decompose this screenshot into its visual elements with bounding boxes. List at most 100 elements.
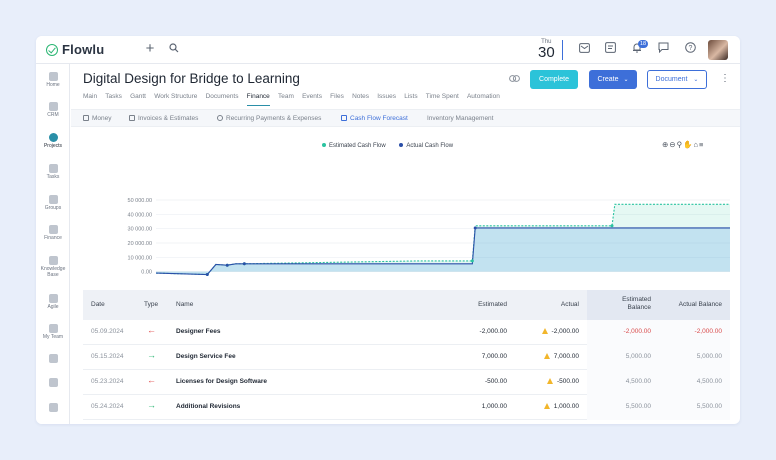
sidebar-item-agile[interactable]: Agile <box>36 294 70 310</box>
tab-team[interactable]: Team <box>277 93 294 100</box>
row-actual-value: 7,000.00 <box>553 353 579 360</box>
sidebar-item-tasks[interactable]: Tasks <box>36 164 70 180</box>
column-estimated-balance-line1: Estimated <box>622 296 651 303</box>
calendar-date[interactable]: Thu 30 <box>538 39 555 60</box>
row-date: 05.23.2024 <box>91 378 124 385</box>
date-day: 30 <box>538 44 555 61</box>
column-date[interactable]: Date <box>91 301 105 308</box>
sidebar-item-groups[interactable]: Groups <box>36 195 70 211</box>
help-icon[interactable]: ? <box>683 42 697 56</box>
notes-icon[interactable] <box>603 42 617 56</box>
column-type[interactable]: Type <box>144 301 159 308</box>
complete-button[interactable]: Complete <box>530 70 578 89</box>
actual-point <box>225 263 229 267</box>
sidebar-item-knowledge-base[interactable]: Knowledge Base <box>36 256 70 278</box>
table-row[interactable]: 05.24.2024 → Additional Revisions 1,000.… <box>83 395 730 420</box>
zoom-in-icon[interactable]: ⊕ <box>662 140 670 149</box>
sidebar-item-crm[interactable]: CRM <box>36 102 70 118</box>
chat-icon[interactable] <box>656 42 670 56</box>
groups-icon <box>48 195 58 204</box>
projects-icon <box>48 133 58 142</box>
svg-text:?: ? <box>688 45 692 52</box>
balance-columns-highlight <box>587 290 730 320</box>
table-row[interactable]: 05.15.2024 → Design Service Fee 7,000.00… <box>83 345 730 370</box>
table-row[interactable]: 05.23.2024 ← Licenses for Design Softwar… <box>83 370 730 395</box>
row-actual-balance: 5,500.00 <box>696 403 722 410</box>
tab-tasks[interactable]: Tasks <box>105 93 122 100</box>
search-icon[interactable] <box>167 42 181 56</box>
subtab-inventory[interactable]: Inventory Management <box>427 115 494 122</box>
crm-icon <box>48 102 58 111</box>
inbox-icon[interactable] <box>577 42 591 56</box>
link-icon[interactable] <box>509 74 520 84</box>
actual-point <box>242 262 246 266</box>
row-balance-highlight <box>587 345 730 370</box>
tab-work-structure[interactable]: Work Structure <box>154 93 198 100</box>
row-actual-value: 1,000.00 <box>553 403 579 410</box>
team-icon <box>48 324 58 333</box>
archive-icon <box>48 378 58 387</box>
column-estimated-balance-line2: Balance <box>627 304 652 311</box>
tab-notes[interactable]: Notes <box>352 93 370 100</box>
subtab-recurring[interactable]: Recurring Payments & Expenses <box>217 115 321 122</box>
subtab-cash-flow-forecast[interactable]: Cash Flow Forecast <box>341 115 408 122</box>
chart-legend: Estimated Cash Flow Actual Cash Flow <box>322 143 453 149</box>
tasks-icon <box>48 164 58 173</box>
legend-item-actual[interactable]: Actual Cash Flow <box>399 143 453 149</box>
tab-files[interactable]: Files <box>330 93 344 100</box>
subtab-money[interactable]: Money <box>83 115 112 122</box>
tab-time-spent[interactable]: Time Spent <box>425 93 459 100</box>
actual-line <box>155 227 730 276</box>
tab-automation[interactable]: Automation <box>466 93 500 100</box>
tab-finance[interactable]: Finance <box>246 92 270 106</box>
sidebar-item-projects[interactable]: Projects <box>36 133 70 149</box>
document-button-label: Document <box>655 76 688 83</box>
row-name[interactable]: Licenses for Design Software <box>176 378 268 385</box>
menu-icon[interactable]: ≡ <box>698 140 705 149</box>
plus-icon[interactable]: + <box>145 40 155 57</box>
tab-main[interactable]: Main <box>83 93 98 100</box>
warning-icon <box>543 353 550 359</box>
sidebar-item-extra-2[interactable] <box>36 378 70 388</box>
sidebar-item-settings[interactable] <box>36 403 70 413</box>
home-icon[interactable]: ⌂ <box>693 140 699 149</box>
warning-icon <box>541 328 548 334</box>
row-name[interactable]: Designer Fees <box>176 328 221 335</box>
user-avatar[interactable] <box>708 40 728 60</box>
document-button[interactable]: Document ⌄ <box>647 70 707 89</box>
sidebar-item-my-team[interactable]: My Team <box>36 324 70 340</box>
more-vertical-icon[interactable]: ⋮ <box>720 73 730 84</box>
pan-hand-icon[interactable]: ✋ <box>683 140 694 149</box>
cash-flow-chart: 50 000.00 40 000.00 30 000.00 20 000.00 10 0… <box>128 198 730 276</box>
sidebar-item-extra-1[interactable] <box>36 354 70 364</box>
tab-events[interactable]: Events <box>302 93 322 100</box>
column-name[interactable]: Name <box>176 301 194 308</box>
finance-subtabs: Money Invoices & Estimates Recurring Pay… <box>71 109 740 127</box>
zoom-out-icon[interactable]: ⊖ <box>669 140 677 149</box>
y-tick-label: 30 000.00 <box>128 227 152 233</box>
column-actual[interactable]: Actual <box>560 301 579 308</box>
arrow-left-icon: ← <box>147 375 156 385</box>
tab-issues[interactable]: Issues <box>377 93 397 100</box>
sidebar-item-finance[interactable]: Finance <box>36 225 70 241</box>
legend-dot-actual <box>399 143 404 147</box>
row-name[interactable]: Additional Revisions <box>176 403 241 410</box>
row-balance-highlight <box>587 395 730 420</box>
legend-item-estimated[interactable]: Estimated Cash Flow <box>322 143 386 149</box>
y-tick-label: 50 000.00 <box>128 198 152 204</box>
tab-lists[interactable]: Lists <box>404 93 418 100</box>
subtab-invoices[interactable]: Invoices & Estimates <box>129 115 198 122</box>
tab-documents[interactable]: Documents <box>205 93 239 100</box>
table-row[interactable]: 05.09.2024 ← Designer Fees -2,000.00 -2,… <box>83 320 730 345</box>
app-logo[interactable]: Flowlu <box>46 42 104 57</box>
sidebar-item-home[interactable]: Home <box>36 72 70 88</box>
create-button[interactable]: Create ⌄ <box>589 70 637 89</box>
legend-dot-estimated <box>322 143 326 147</box>
tab-gantt[interactable]: Gantt <box>130 93 146 100</box>
project-tabs: Main Tasks Gantt Work Structure Document… <box>83 92 508 106</box>
row-name[interactable]: Design Service Fee <box>176 353 236 360</box>
column-estimated-balance[interactable]: Estimated Balance <box>622 296 651 312</box>
search-icon[interactable]: ⚲ <box>676 140 684 149</box>
column-actual-balance[interactable]: Actual Balance <box>678 301 722 308</box>
column-estimated[interactable]: Estimated <box>478 301 507 308</box>
